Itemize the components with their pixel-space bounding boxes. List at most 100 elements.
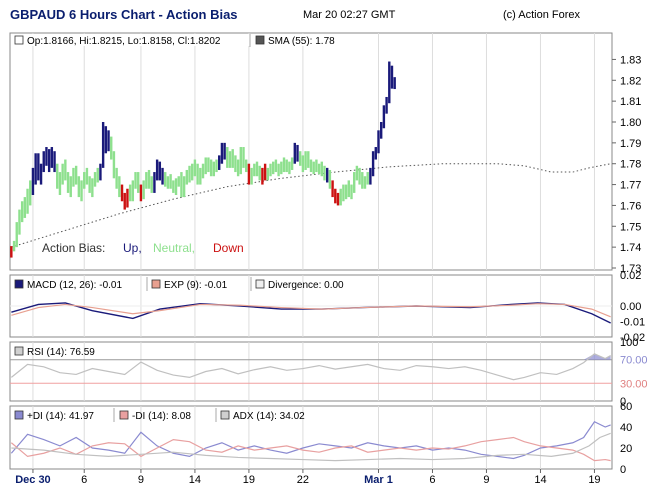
price-bar <box>191 163 194 181</box>
x-tick-label: 19 <box>243 474 255 486</box>
price-bar <box>366 172 369 185</box>
adx-legend-swatch <box>220 410 230 420</box>
price-bar <box>334 188 337 204</box>
price-bar <box>193 159 197 177</box>
divergence-legend-swatch <box>255 279 265 289</box>
price-bar <box>304 151 307 170</box>
rsi-legend-swatch <box>14 346 24 356</box>
action-bias-down: Down <box>213 241 244 255</box>
price-bar <box>269 163 272 177</box>
price-bar <box>220 142 224 164</box>
macd-y-tick-label: 0.02 <box>620 270 641 282</box>
price-bar <box>320 161 323 177</box>
dmi-y-tick-label: 20 <box>620 443 632 455</box>
adx-legend-label: ADX (14): 34.02 <box>233 411 305 422</box>
price-bar <box>226 147 229 168</box>
price-bar <box>342 184 345 202</box>
chart-datetime: Mar 20 02:27 GMT <box>303 9 396 21</box>
price-bar <box>296 144 299 162</box>
price-bar <box>339 188 342 206</box>
price-bar <box>385 96 388 114</box>
plus-di-legend-swatch <box>14 410 24 420</box>
macd-y-tick-label: -0.02 <box>620 332 645 344</box>
price-y-tick-label: 1.79 <box>620 138 641 150</box>
x-tick-label: Mar 1 <box>364 474 393 486</box>
price-bar <box>64 159 67 181</box>
price-bar <box>23 197 27 218</box>
price-y-tick-label: 1.80 <box>620 117 641 129</box>
price-bar <box>301 155 305 173</box>
title-bar: GBPAUD 6 Hours Chart - Action Bias Mar 2… <box>0 0 650 32</box>
price-bar <box>280 161 283 175</box>
price-bar <box>382 105 386 129</box>
price-bar <box>83 172 86 189</box>
price-y-tick-label: 1.78 <box>620 159 641 171</box>
price-bar <box>128 184 132 202</box>
price-bar <box>29 180 32 206</box>
price-bar <box>112 151 116 179</box>
x-tick-label: 9 <box>138 474 144 486</box>
price-bar <box>307 151 310 168</box>
price-bar <box>37 153 40 181</box>
x-tick-label: 6 <box>429 474 435 486</box>
minus-di-legend-label: -DI (14): 8.08 <box>132 411 191 422</box>
price-bar <box>261 167 264 185</box>
price-bar <box>325 167 329 183</box>
price-panel-frame <box>9 32 613 271</box>
price-bar <box>212 161 216 177</box>
price-bar <box>199 167 202 185</box>
price-bar <box>145 172 148 189</box>
price-bar <box>196 163 199 185</box>
price-bar <box>88 176 91 193</box>
price-y-tick-label: 1.81 <box>620 96 641 108</box>
price-bar <box>371 151 375 177</box>
price-bar <box>169 174 172 189</box>
price-bar <box>215 159 218 173</box>
price-bar <box>369 167 372 185</box>
price-bar <box>161 167 164 185</box>
minus-di-legend-swatch <box>119 410 129 420</box>
price-y-tick-label: 1.77 <box>620 180 641 192</box>
rsi-y-tick-label: 70.00 <box>620 355 648 367</box>
price-y-tick-label: 1.75 <box>620 221 641 233</box>
price-bar <box>39 163 43 185</box>
price-bar <box>228 151 232 168</box>
price-bar <box>377 130 380 154</box>
price-y-tick-label: 1.83 <box>620 54 641 66</box>
exp-legend-label: EXP (9): -0.01 <box>164 280 228 291</box>
price-bar <box>223 142 226 160</box>
price-bar <box>285 159 288 173</box>
price-bar <box>137 172 140 193</box>
price-bar <box>253 163 256 177</box>
price-bar <box>323 165 326 181</box>
price-bar <box>123 192 126 210</box>
price-bar <box>53 151 56 173</box>
macd-y-tick-label: -0.01 <box>620 317 645 329</box>
price-bar <box>77 176 81 198</box>
price-bar <box>104 126 108 154</box>
rsi-y-tick-label: 0 <box>620 396 626 408</box>
price-bar <box>177 176 180 187</box>
price-bar <box>361 172 364 189</box>
price-bar <box>96 167 99 183</box>
price-bar <box>309 159 313 173</box>
price-bar <box>266 167 270 181</box>
price-bar <box>352 172 356 193</box>
sma-legend-swatch <box>255 35 265 45</box>
price-bar <box>336 192 340 206</box>
price-bar <box>42 151 45 173</box>
rsi-y-tick-label: 100 <box>620 337 638 349</box>
price-bar <box>239 147 243 175</box>
price-bar <box>120 184 124 202</box>
ohlc-legend-label: Op:1.8166, Hi:1.8215, Lo:1.8158, Cl:1.82… <box>27 36 221 47</box>
price-bar <box>331 180 334 198</box>
price-bar <box>180 172 183 198</box>
price-bar <box>107 130 110 152</box>
price-y-tick-label: 1.76 <box>620 200 641 212</box>
price-bar <box>393 77 396 90</box>
price-bar <box>155 159 159 181</box>
price-bar <box>93 172 97 187</box>
price-bar <box>204 157 207 175</box>
price-bar <box>56 163 59 189</box>
